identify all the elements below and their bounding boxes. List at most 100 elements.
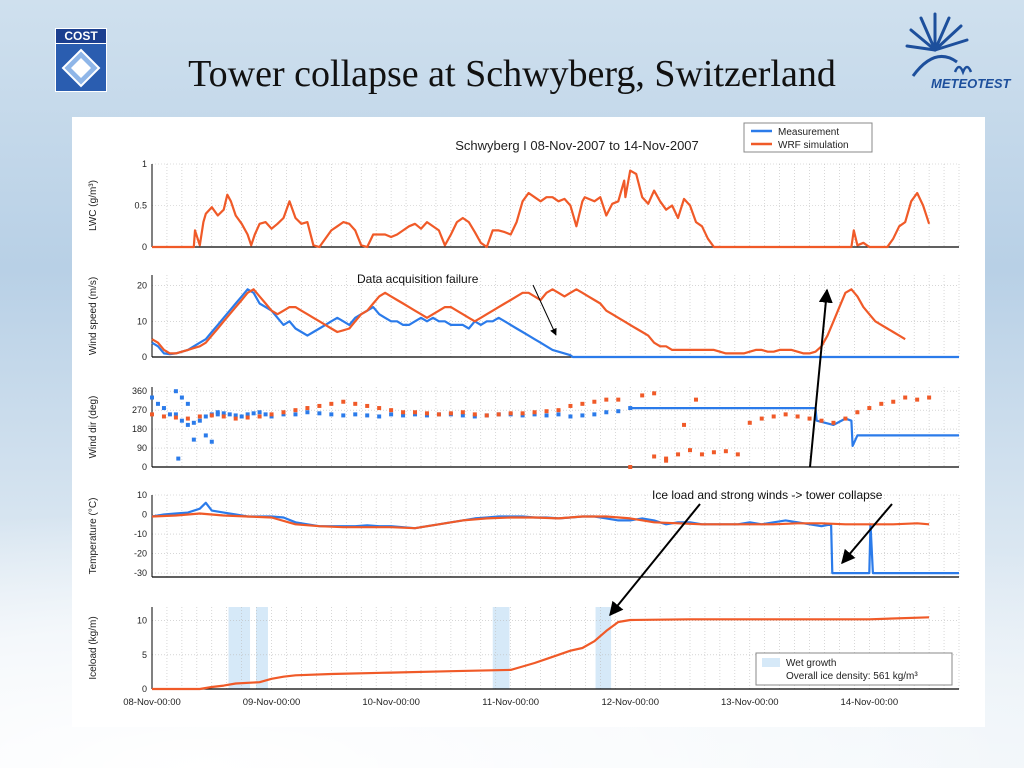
ice-legend-density: Overall ice density: 561 kg/m³ (786, 671, 918, 682)
data-point (604, 410, 609, 415)
data-point (783, 412, 788, 417)
y-tick-label: 0 (142, 242, 147, 252)
data-point (867, 406, 872, 411)
wet-growth-span (256, 607, 268, 689)
wet-growth-swatch (762, 658, 780, 667)
data-point (293, 408, 298, 413)
y-axis-label: LWC (g/m³) (88, 180, 99, 231)
data-point (795, 414, 800, 419)
data-point (233, 413, 238, 418)
y-tick-label: 90 (137, 443, 147, 453)
data-point (831, 420, 836, 425)
y-tick-label: 0 (142, 352, 147, 362)
data-point (269, 412, 274, 417)
data-point (927, 395, 932, 400)
y-tick-label: -20 (134, 549, 147, 559)
data-point (903, 395, 908, 400)
data-point (293, 412, 298, 417)
data-point (203, 433, 208, 438)
y-tick-label: 0.5 (134, 201, 147, 211)
annotation-data-failure: Data acquisition failure (357, 272, 479, 286)
data-point (150, 395, 154, 400)
data-point (580, 413, 585, 418)
data-point (915, 397, 920, 402)
data-point (664, 456, 669, 461)
data-point (472, 414, 477, 419)
wet-growth-span (228, 607, 251, 689)
data-point (891, 399, 896, 404)
data-point (640, 393, 645, 398)
data-point (377, 414, 382, 419)
data-point (807, 416, 812, 421)
meteotest-logo-text: METEOTEST (931, 76, 1011, 91)
ice-legend-wet-growth: Wet growth (786, 658, 836, 669)
y-tick-label: 0 (142, 462, 147, 472)
data-point (257, 414, 262, 419)
data-point (281, 410, 286, 415)
y-tick-label: -30 (134, 568, 147, 578)
data-point (176, 456, 181, 461)
data-point (676, 452, 681, 457)
data-point (568, 403, 573, 408)
data-point (305, 406, 310, 411)
slide-title: Tower collapse at Schwyberg, Switzerland (188, 53, 836, 95)
data-point (413, 412, 418, 417)
data-point (245, 415, 250, 420)
data-point (855, 410, 860, 415)
wet-growth-span (492, 607, 510, 689)
x-tick-label: 10-Nov-00:00 (362, 697, 420, 708)
data-point (161, 414, 166, 419)
data-point (263, 412, 268, 417)
x-tick-label: 13-Nov-00:00 (721, 697, 779, 708)
data-point (341, 399, 346, 404)
data-point (305, 410, 310, 415)
data-point (652, 391, 657, 396)
data-point (436, 412, 441, 417)
data-point (221, 411, 226, 416)
cost-logo-text: COST (64, 29, 98, 43)
data-point (227, 412, 232, 417)
data-point (544, 413, 549, 418)
data-point (185, 401, 190, 406)
panel-lwc: 0 0.5 1 LWC (g/m³) (88, 159, 960, 252)
data-point (723, 449, 728, 454)
data-point (167, 412, 172, 417)
data-point (693, 397, 698, 402)
series-line (151, 512, 930, 530)
data-point (556, 412, 561, 417)
data-point (209, 439, 214, 444)
wet-growth-span (595, 607, 612, 689)
data-point (711, 450, 716, 455)
data-point (592, 399, 597, 404)
data-point (251, 411, 256, 416)
data-point (150, 412, 154, 417)
y-tick-label: 1 (142, 159, 147, 169)
series-line (152, 616, 930, 691)
data-point (185, 416, 190, 421)
x-tick-label: 14-Nov-00:00 (841, 697, 899, 708)
cost-logo: COST (55, 28, 107, 92)
data-point (592, 412, 597, 417)
data-point (269, 414, 274, 419)
data-point (341, 413, 346, 418)
data-point (353, 401, 358, 406)
data-point (484, 413, 489, 418)
data-point (215, 410, 220, 415)
panel-wind_dir: 0 90 180 270 360 Wind dir (deg) (88, 386, 960, 472)
data-point (209, 413, 214, 418)
data-point (191, 437, 196, 442)
data-point (329, 401, 334, 406)
data-point (568, 414, 573, 419)
data-point (616, 409, 621, 414)
data-point (652, 454, 657, 459)
data-point (460, 410, 465, 415)
data-point (155, 401, 160, 406)
ice-legend: Wet growth Overall ice density: 561 kg/m³ (755, 652, 953, 686)
data-point (843, 416, 848, 421)
y-tick-label: 10 (137, 616, 147, 626)
data-point (377, 406, 382, 411)
annotation-arrow (532, 284, 557, 336)
data-point (329, 412, 334, 417)
data-point (682, 422, 687, 427)
chart-title: Schwyberg I 08-Nov-2007 to 14-Nov-2007 (455, 138, 699, 153)
